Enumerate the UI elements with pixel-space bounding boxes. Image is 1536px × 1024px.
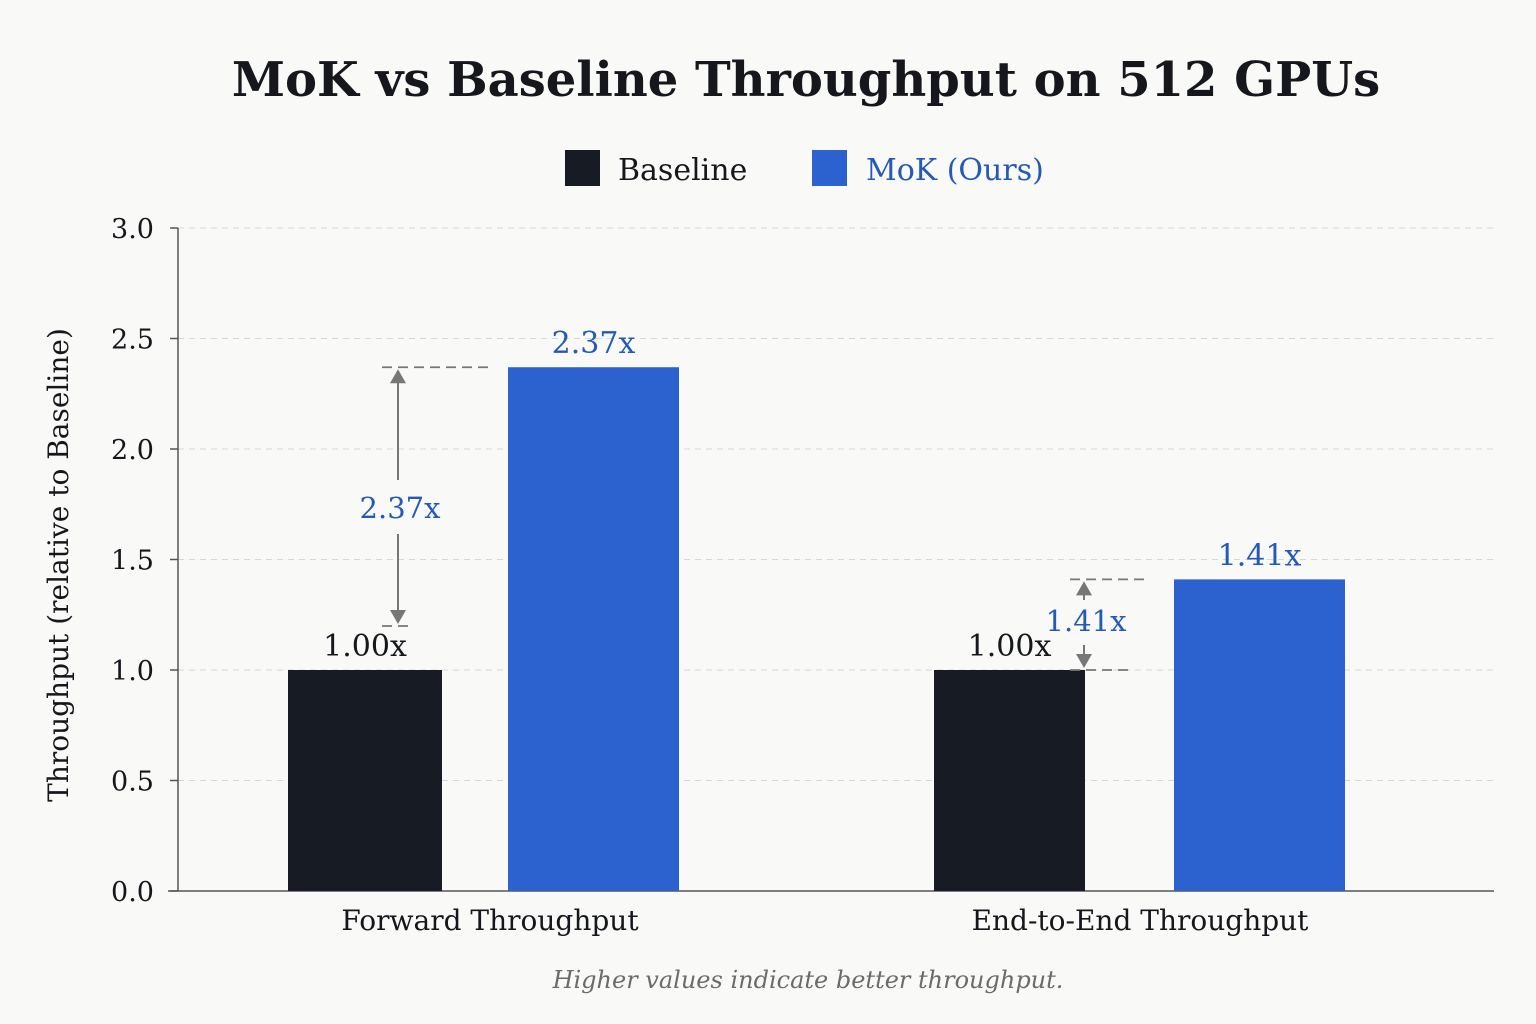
legend-swatch-mok	[812, 150, 847, 186]
y-tick-label: 2.5	[111, 325, 154, 356]
bar-value-label: 1.41x	[1218, 538, 1302, 573]
legend-swatch-baseline	[565, 150, 600, 186]
footnote: Higher values indicate better throughput…	[552, 966, 1064, 994]
y-tick-label: 0.5	[111, 767, 154, 798]
bar-value-label: 1.00x	[323, 629, 407, 664]
annotation-arrow-up	[390, 369, 406, 384]
ratio-annotations: 2.37x 1.41x	[360, 366, 1150, 671]
legend: Baseline MoK (Ours)	[565, 150, 1044, 188]
x-category-label: End-to-End Throughput	[972, 904, 1310, 937]
bar-baseline-1	[934, 670, 1085, 891]
y-tick-label: 0.0	[111, 877, 154, 908]
y-tick-label: 3.0	[111, 214, 154, 245]
bar-value-label: 1.00x	[968, 629, 1052, 664]
legend-label-baseline: Baseline	[618, 153, 747, 188]
x-category-label: Forward Throughput	[341, 904, 639, 937]
bar-mok-0	[508, 367, 679, 892]
y-axis-label: Throughput (relative to Baseline)	[42, 328, 75, 802]
annotation-arrow-up	[1076, 581, 1092, 596]
legend-label-mok: MoK (Ours)	[866, 153, 1044, 188]
y-tick-label: 2.0	[111, 435, 154, 466]
annotation-ratio-label: 1.41x	[1046, 604, 1127, 638]
bar-baseline-0	[288, 670, 442, 891]
x-axis-categories: Forward Throughput End-to-End Throughput	[341, 904, 1309, 937]
y-tick-label: 1.5	[111, 546, 154, 577]
bar-value-label: 2.37x	[552, 326, 636, 361]
annotation-ratio-label: 2.37x	[360, 491, 441, 525]
y-axis-ticks: 0.0 0.5 1.0 1.5 2.0 2.5 3.0	[111, 214, 178, 908]
chart-title: MoK vs Baseline Throughput on 512 GPUs	[232, 52, 1380, 108]
annotation-arrow-down	[390, 610, 406, 624]
bar-mok-1	[1174, 579, 1345, 891]
y-tick-label: 1.0	[111, 656, 154, 687]
annotation-arrow-down	[1076, 654, 1092, 668]
